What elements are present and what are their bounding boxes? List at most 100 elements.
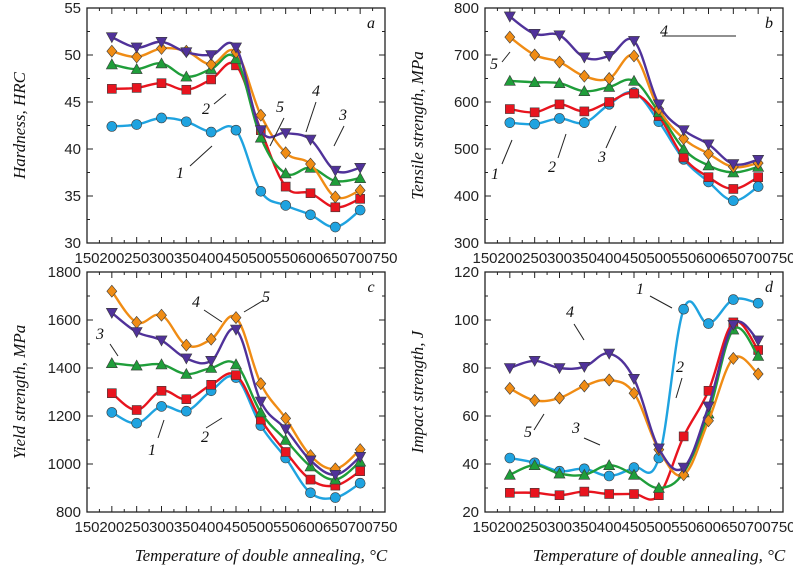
series-5-point xyxy=(578,69,590,83)
series-4-point xyxy=(752,335,765,347)
series-3-point xyxy=(279,167,292,179)
x-tick-label: 500 xyxy=(646,519,671,536)
series-1-point xyxy=(181,405,192,417)
series-1-point xyxy=(504,117,516,128)
series-2-point xyxy=(629,489,639,499)
series-3-point xyxy=(105,357,118,369)
series-4-point xyxy=(503,11,516,23)
x-tick-label: 150 xyxy=(74,250,99,267)
series-3 xyxy=(105,357,367,485)
series-2-point xyxy=(579,486,590,497)
y-tick-label: 100 xyxy=(454,312,479,329)
annotation-label: 3 xyxy=(597,149,606,166)
series-5-point xyxy=(106,44,118,58)
annotation-leader xyxy=(157,419,165,439)
series-2-point xyxy=(131,405,142,415)
series-3-point xyxy=(503,74,516,86)
series-4-point xyxy=(155,37,168,48)
series-1 xyxy=(106,372,366,503)
annotation-leader xyxy=(213,93,227,105)
series-5-point xyxy=(628,49,640,63)
series-5-point xyxy=(255,108,267,122)
series-2 xyxy=(505,88,763,194)
series-3-point xyxy=(752,349,765,361)
annotation-label: 4 xyxy=(192,294,200,311)
series-3-point xyxy=(603,459,616,471)
series-2-point xyxy=(529,487,540,498)
x-tick-label: 450 xyxy=(621,519,646,536)
annotation-leader xyxy=(333,125,345,147)
series-4-point xyxy=(279,424,292,436)
y-tick-label: 1200 xyxy=(48,408,81,425)
series-3-point xyxy=(354,172,367,183)
y-tick-label: 50 xyxy=(64,47,81,64)
series-4-point xyxy=(652,443,665,455)
x-tick-label: 300 xyxy=(547,519,572,536)
series-3-point xyxy=(279,433,292,445)
series-2 xyxy=(107,370,365,491)
x-axis-label: Temperature of double annealing, °C xyxy=(135,546,388,565)
series-4-point xyxy=(627,36,641,48)
x-tick-label: 650 xyxy=(323,519,348,536)
series-3-point xyxy=(155,57,168,69)
series-5-point xyxy=(554,55,565,69)
series-4-point xyxy=(553,30,566,42)
annotation-label: 2 xyxy=(676,359,684,376)
series-3-point xyxy=(627,74,641,86)
series-4-point xyxy=(727,319,740,331)
annotation-leader xyxy=(533,413,545,431)
y-axis-label: Hardness, HRC xyxy=(10,71,29,180)
annotation-leader xyxy=(269,117,285,147)
series-4-point xyxy=(180,353,193,365)
y-tick-label: 700 xyxy=(454,47,479,64)
x-tick-label: 250 xyxy=(124,519,149,536)
series-2-point xyxy=(231,370,241,381)
series-1-point xyxy=(230,124,242,136)
series-3-point xyxy=(553,467,566,479)
x-tick-label: 550 xyxy=(671,519,696,536)
series-4-point xyxy=(254,125,267,137)
panel-letter: c xyxy=(367,279,374,296)
series-5-point xyxy=(678,468,690,482)
y-tick-label: 1600 xyxy=(48,312,81,329)
annotation-label: 3 xyxy=(338,107,347,124)
panel-c: 150 200 250 300 350 400 450 500 550 600 650 700 750 8… xyxy=(10,264,398,565)
series-4-point xyxy=(677,462,690,474)
series-2-point xyxy=(206,379,216,390)
series-4-point xyxy=(652,99,665,111)
series-1-point xyxy=(752,297,764,309)
series-1-point xyxy=(305,209,316,221)
series-4-point xyxy=(528,29,541,40)
annotation-label: 2 xyxy=(201,429,209,446)
series-4-point xyxy=(354,451,367,463)
series-1-point xyxy=(354,477,366,489)
annotation-leader xyxy=(605,125,617,149)
annotation-label: 5 xyxy=(276,99,284,116)
series-2-point xyxy=(728,184,739,194)
series-3-point xyxy=(130,359,143,371)
series-4-point xyxy=(329,165,342,177)
series-2-point xyxy=(280,181,291,192)
y-tick-label: 40 xyxy=(64,141,81,158)
series-5-point xyxy=(205,57,217,71)
x-tick-label: 450 xyxy=(621,250,646,267)
series-4-point xyxy=(130,42,143,54)
series-2-point xyxy=(678,431,689,442)
series-1-point xyxy=(579,117,590,128)
series-1-point xyxy=(678,303,689,315)
y-tick-label: 1000 xyxy=(48,456,81,473)
series-3-point xyxy=(702,159,715,171)
series-4-point xyxy=(229,42,243,54)
annotation-leader xyxy=(501,139,513,165)
series-3-point xyxy=(528,76,541,88)
y-tick-label: 1800 xyxy=(48,264,81,281)
x-tick-label: 550 xyxy=(273,250,298,267)
x-tick-label: 200 xyxy=(497,519,522,536)
series-1-point xyxy=(330,492,341,503)
series-5-point xyxy=(529,48,541,62)
series-1-point xyxy=(131,417,142,429)
x-tick-label: 200 xyxy=(99,519,124,536)
series-4-point xyxy=(205,355,218,367)
series-1-point xyxy=(752,181,764,192)
series-3-point xyxy=(254,131,267,143)
